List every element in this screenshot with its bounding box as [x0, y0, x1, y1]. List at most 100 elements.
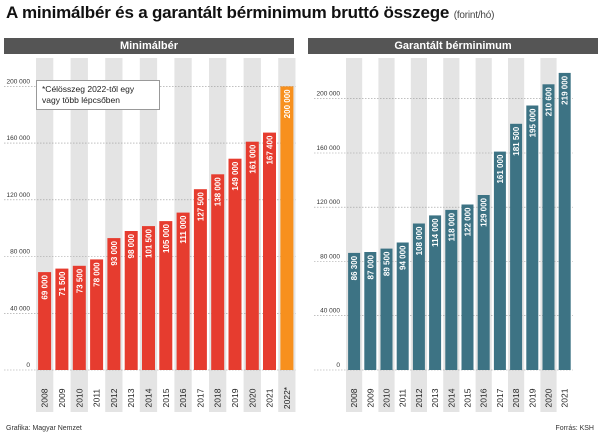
berminimum-value-label: 114 000 — [431, 218, 440, 247]
berminimum-year-label: 2018 — [511, 388, 521, 407]
title-text: A minimálbér és a garantált bérminimum b… — [6, 3, 450, 22]
minimalber-bar — [263, 132, 276, 370]
minimalber-year-label: 2022* — [282, 386, 292, 409]
minimalber-ytick-label: 120 000 — [7, 192, 31, 199]
minimalber-value-label: 149 000 — [231, 161, 240, 190]
minimalber-bar — [228, 158, 242, 370]
berminimum-ytick-label: 0 — [336, 362, 340, 369]
berminimum-value-label: 86 300 — [350, 255, 359, 280]
minimalber-ytick-label: 40 000 — [10, 305, 30, 312]
berminimum-bar — [510, 123, 523, 370]
berminimum-value-label: 108 000 — [415, 226, 424, 255]
berminimum-year-label: 2019 — [527, 388, 537, 407]
berminimum-ytick-label: 40 000 — [320, 308, 340, 315]
footer-credit: Grafika: Magyar Nemzet — [6, 425, 82, 432]
minimalber-bar — [90, 259, 104, 370]
berminimum-bar — [429, 215, 442, 370]
minimalber-year-label: 2020 — [247, 388, 257, 407]
berminimum-year-label: 2008 — [349, 388, 359, 407]
title-unit: (forint/hó) — [453, 10, 495, 21]
footer-source: Forrás: KSH — [555, 425, 594, 432]
berminimum-year-label: 2013 — [430, 388, 440, 407]
berminimum-value-label: 181 500 — [512, 126, 521, 155]
berminimum-value-label: 94 000 — [399, 245, 408, 270]
minimalber-value-label: 127 500 — [196, 192, 205, 221]
minimalber-value-label: 78 000 — [93, 262, 102, 287]
minimalber-bar — [245, 141, 259, 370]
minimalber-ytick-label: 160 000 — [7, 135, 31, 142]
berminimum-year-label: 2010 — [382, 388, 392, 407]
minimalber-value-label: 200 000 — [283, 89, 292, 118]
berminimum-ytick-label: 160 000 — [317, 145, 341, 152]
target-note: *Célösszeg 2022-től egy vagy több lépcső… — [36, 80, 160, 110]
minimalber-value-label: 161 000 — [248, 144, 257, 173]
minimalber-value-label: 73 500 — [75, 268, 84, 293]
berminimum-year-label: 2015 — [463, 388, 473, 407]
berminimum-value-label: 210 600 — [545, 87, 554, 116]
berminimum-bar — [348, 252, 361, 370]
minimalber-bar — [107, 238, 121, 370]
minimalber-bar — [193, 189, 207, 370]
berminimum-year-label: 2012 — [414, 388, 424, 407]
berminimum-value-label: 219 000 — [561, 75, 570, 104]
berminimum-ytick-label: 80 000 — [320, 254, 340, 261]
minimalber-header: Minimálbér — [4, 38, 294, 54]
berminimum-year-label: 2014 — [446, 388, 456, 407]
berminimum-value-label: 87 000 — [366, 254, 375, 279]
minimalber-bar — [38, 272, 52, 370]
minimalber-value-label: 111 000 — [179, 215, 188, 244]
minimalber-year-label: 2015 — [161, 388, 171, 407]
berminimum-value-label: 89 500 — [383, 251, 392, 276]
berminimum-year-label: 2021 — [560, 388, 570, 407]
minimalber-value-label: 167 400 — [266, 135, 275, 164]
minimalber-bar — [55, 268, 69, 370]
minimalber-value-label: 138 000 — [214, 177, 223, 206]
berminimum-year-label: 2017 — [495, 388, 505, 407]
berminimum-bar — [493, 151, 506, 370]
berminimum-bar — [526, 105, 539, 370]
minimalber-year-label: 2019 — [230, 388, 240, 407]
berminimum-bar — [542, 84, 555, 371]
minimalber-year-label: 2013 — [126, 388, 136, 407]
minimalber-year-label: 2011 — [92, 389, 102, 408]
berminimum-value-label: 118 000 — [447, 212, 456, 241]
minimalber-ytick-label: 0 — [26, 362, 30, 369]
berminimum-value-label: 129 000 — [480, 197, 489, 226]
berminimum-bar — [477, 195, 490, 370]
minimalber-year-label: 2009 — [57, 388, 67, 407]
minimalber-bar — [72, 265, 86, 370]
berminimum-value-label: 161 000 — [496, 154, 505, 183]
minimalber-year-label: 2008 — [40, 388, 50, 407]
minimalber-ytick-label: 200 000 — [7, 78, 31, 85]
berminimum-bar — [445, 209, 458, 370]
minimalber-bar — [159, 221, 173, 370]
chart-title: A minimálbér és a garantált bérminimum b… — [6, 3, 494, 23]
berminimum-year-label: 2016 — [479, 388, 489, 407]
minimalber-value-label: 69 000 — [41, 275, 50, 300]
minimalber-bar — [124, 231, 138, 370]
minimalber-value-label: 93 000 — [110, 241, 119, 266]
minimalber-value-label: 105 000 — [162, 224, 171, 253]
minimalber-bar — [280, 86, 294, 371]
berminimum-bar — [558, 72, 571, 371]
minimalber-bar — [176, 212, 190, 370]
berminimum-bar — [461, 204, 474, 370]
minimalber-bar — [211, 174, 225, 370]
minimalber-year-label: 2016 — [178, 388, 188, 407]
minimalber-value-label: 98 000 — [127, 233, 136, 258]
minimalber-year-label: 2018 — [213, 388, 223, 407]
minimalber-year-label: 2014 — [144, 388, 154, 407]
berminimum-bar — [396, 242, 409, 370]
berminimum-ytick-label: 120 000 — [317, 199, 341, 206]
berminimum-value-label: 195 000 — [528, 108, 537, 137]
berminimum-year-label: 2020 — [544, 388, 554, 407]
berminimum-year-label: 2009 — [365, 388, 375, 407]
berminimum-header: Garantált bérminimum — [308, 38, 598, 54]
berminimum-bar — [412, 223, 425, 370]
minimalber-bar — [142, 226, 155, 370]
berminimum-bar — [380, 248, 393, 370]
minimalber-year-label: 2017 — [195, 388, 205, 407]
minimalber-value-label: 71 500 — [58, 271, 67, 296]
minimalber-year-label: 2012 — [109, 388, 119, 407]
